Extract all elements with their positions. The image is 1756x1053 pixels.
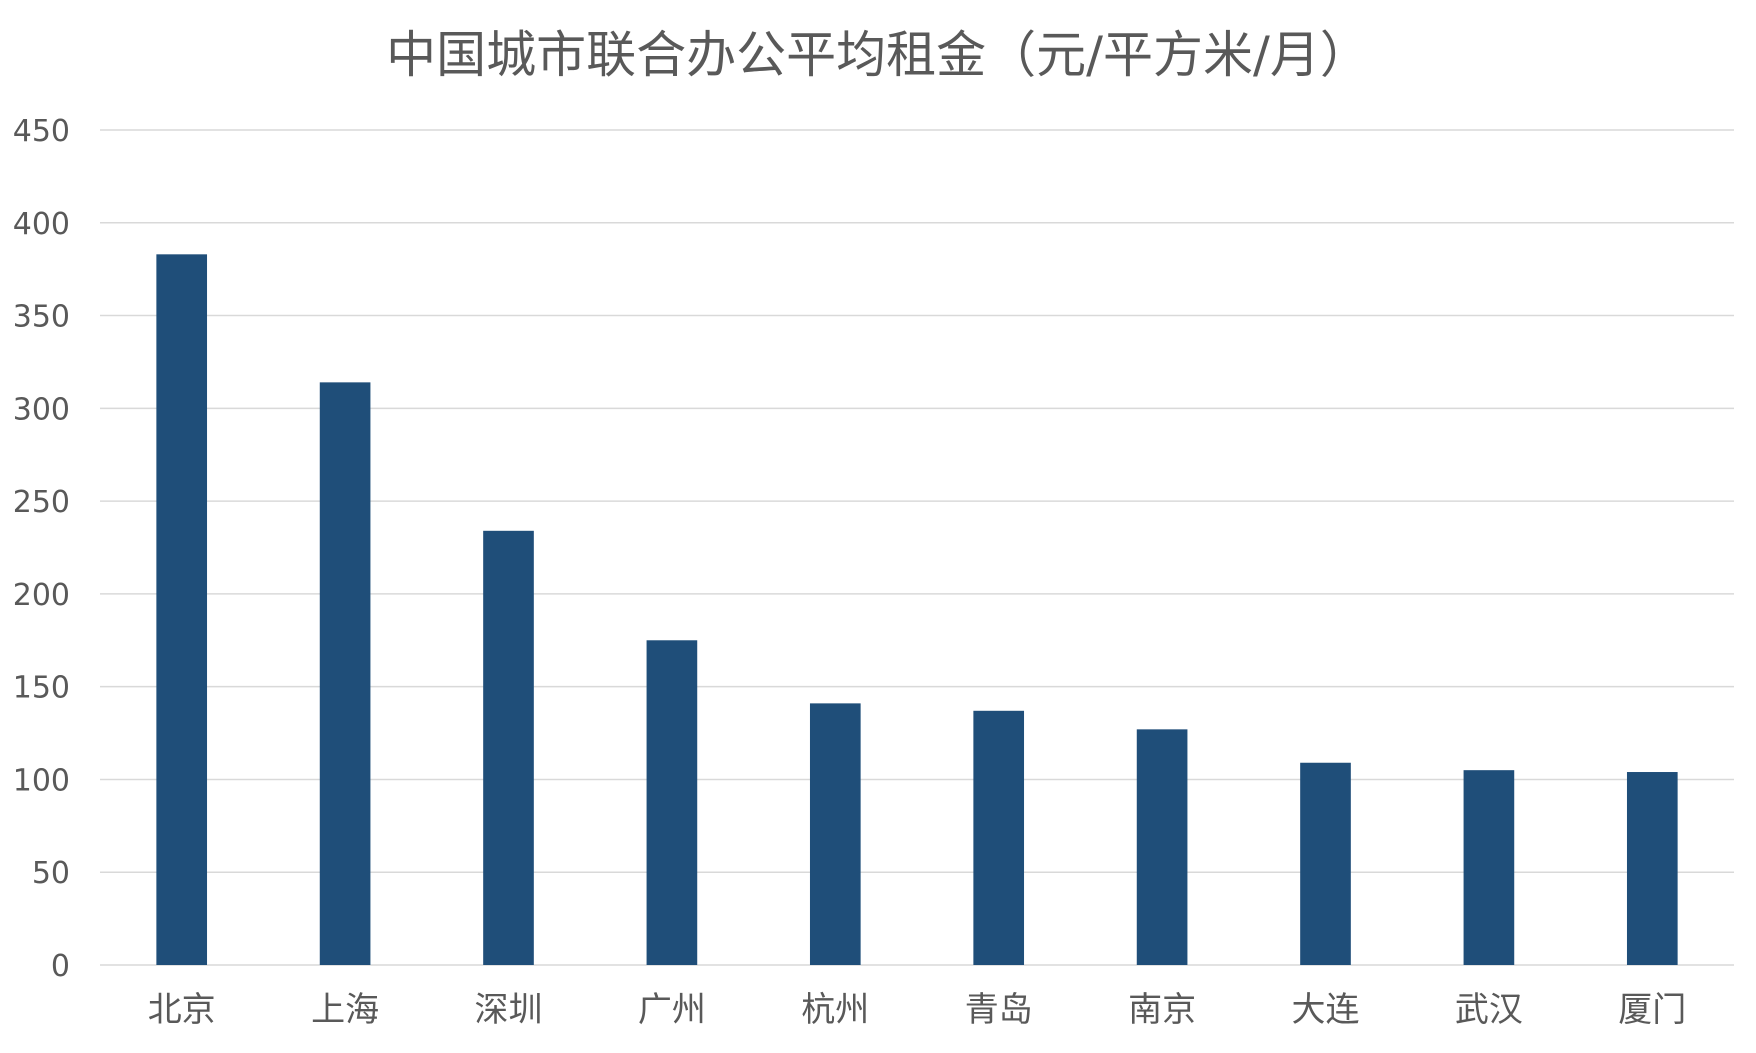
bar-7 xyxy=(1300,762,1351,965)
x-category-label: 深圳 xyxy=(475,990,543,1030)
x-category-label: 青岛 xyxy=(965,990,1033,1030)
y-tick-label: 50 xyxy=(32,856,70,891)
x-category-label: 大连 xyxy=(1292,990,1360,1030)
bar-0 xyxy=(156,254,208,966)
y-tick-label: 0 xyxy=(51,949,70,984)
x-axis-category-labels: 北京 上海 深圳 广州 杭州 青岛 南京 大连 武汉 厦门 xyxy=(148,990,1687,1030)
chart-title: 中国城市联合办公平均租金（元/平方米/月） xyxy=(386,26,1370,84)
bar-1 xyxy=(319,382,371,965)
x-category-label: 上海 xyxy=(311,990,379,1030)
bar-8 xyxy=(1463,770,1515,965)
x-category-label: 广州 xyxy=(638,990,706,1030)
x-category-label: 南京 xyxy=(1128,990,1196,1030)
y-axis-tick-labels: 0 50 100 150 200 250 300 350 400 450 xyxy=(13,114,70,984)
gridlines xyxy=(100,129,1734,966)
y-tick-label: 250 xyxy=(13,485,70,520)
y-tick-label: 150 xyxy=(13,671,70,706)
x-category-label: 厦门 xyxy=(1618,990,1686,1030)
y-tick-label: 300 xyxy=(13,392,70,427)
y-tick-label: 100 xyxy=(13,763,70,798)
bar-6 xyxy=(1136,729,1188,965)
bar-9 xyxy=(1626,772,1678,965)
bar-3 xyxy=(646,640,698,965)
x-category-label: 北京 xyxy=(148,990,216,1030)
y-tick-label: 350 xyxy=(13,300,70,335)
x-category-label: 杭州 xyxy=(801,990,869,1030)
bar-2 xyxy=(483,530,534,965)
y-tick-label: 200 xyxy=(13,578,70,613)
x-category-label: 武汉 xyxy=(1455,990,1523,1030)
bars xyxy=(156,254,1678,966)
y-tick-label: 450 xyxy=(13,114,70,149)
bar-5 xyxy=(973,710,1025,965)
y-tick-label: 400 xyxy=(13,207,70,242)
bar-4 xyxy=(809,703,861,965)
